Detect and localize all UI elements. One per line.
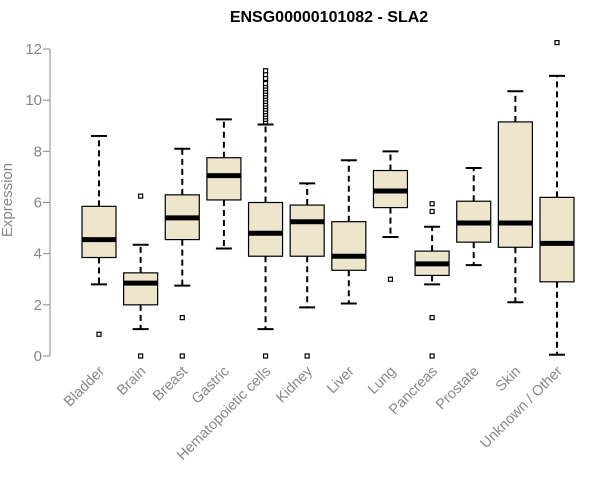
x-tick-label: Kidney — [273, 363, 316, 406]
box-iqr — [123, 272, 159, 306]
y-tick-label: 8 — [34, 143, 42, 160]
x-tick-label: Prostate — [433, 364, 482, 413]
outlier-point — [304, 353, 310, 359]
outlier-point — [179, 353, 185, 359]
x-tick-label: Liver — [324, 363, 358, 397]
outlier-point — [179, 315, 185, 321]
y-tick-label: 2 — [34, 297, 42, 314]
x-tick-label: Bladder — [61, 363, 108, 410]
y-tick-label: 12 — [25, 41, 42, 58]
y-tick-label: 10 — [25, 92, 42, 109]
outlier-point — [429, 201, 435, 207]
outlier-point — [262, 80, 269, 87]
x-tick-label: Skin — [493, 364, 524, 395]
outlier-point — [262, 353, 269, 359]
outlier-point — [554, 40, 560, 46]
outlier-point — [262, 68, 269, 74]
outlier-point — [429, 208, 435, 215]
chart-title: ENSG00000101082 - SLA2 — [230, 9, 428, 26]
y-axis-title: Expression — [0, 163, 16, 237]
outlier-point — [96, 331, 102, 337]
box-iqr — [247, 201, 284, 257]
outlier-point — [138, 353, 144, 359]
y-tick-label: 4 — [34, 246, 42, 263]
x-tick-label: Brain — [114, 364, 149, 399]
box-iqr — [539, 196, 575, 283]
box-iqr — [497, 121, 533, 248]
x-tick-label: Breast — [150, 364, 191, 405]
box-iqr — [206, 157, 242, 201]
outlier-point — [429, 353, 435, 359]
y-tick-label: 6 — [34, 195, 42, 212]
box-iqr — [331, 221, 367, 271]
outlier-point — [387, 276, 394, 282]
x-tick-label: Lung — [365, 364, 399, 398]
outlier-point — [429, 315, 435, 321]
box-iqr — [81, 205, 117, 259]
box-iqr — [289, 204, 325, 257]
outlier-point — [138, 193, 144, 199]
y-tick-label: 0 — [34, 348, 42, 365]
